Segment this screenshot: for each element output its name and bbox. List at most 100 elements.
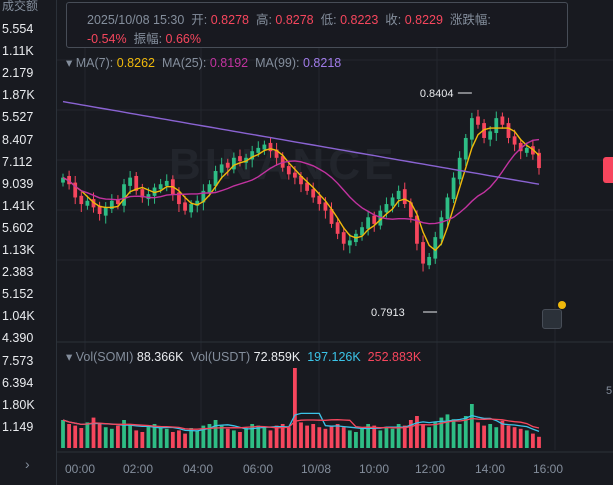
candle-body [396,190,401,200]
candle-body [494,118,499,134]
ma7-label: MA(7): [75,56,114,70]
turnover-value: 1.80K [2,397,35,412]
candle-body [360,227,364,236]
ma25-label: MA(25): [161,56,207,70]
volume-bar [384,427,389,448]
high-annotation: 0.8404 [420,88,454,100]
chart-canvas[interactable]: 0.8404 0.7913 5 00:00 02:00 04:00 06:00 10/08 10… [57,0,613,485]
candle-body [274,149,279,158]
ma99-value: 0.8218 [303,56,342,70]
low-annotation: 0.7913 [371,307,405,319]
candle-body [213,171,218,186]
volume-bar [177,430,181,448]
candle-body [329,209,334,224]
time-axis-label: 06:00 [243,462,273,476]
volume-bar [469,404,474,448]
candle-body [390,197,395,206]
turnover-value: 7.573 [2,353,34,368]
candle-body [427,256,432,266]
volume-bar [335,424,340,448]
volume-bar [286,427,291,448]
volume-bar [225,428,230,448]
turnover-value: 1.149 [2,419,34,434]
volume-bar [158,427,163,448]
volume-bar [341,427,346,448]
candle-body [164,180,169,186]
volume-bar [506,425,511,448]
volume-bar [537,436,541,448]
amplitude-label: 振幅: [133,32,163,46]
candle-body [128,177,133,186]
candle-body [73,182,78,198]
candle-body [79,195,84,205]
current-price-badge [603,157,613,183]
low-value: 0.8223 [340,13,379,27]
volume-bar [372,425,377,448]
candle-body [451,177,456,200]
volume-bar [415,416,419,448]
notification-dot [558,301,566,309]
ma7-value: 0.8262 [116,56,155,70]
candle-body [372,215,377,224]
change-label: 涨跌幅: [449,13,491,27]
candle-body [469,118,474,140]
change-value: -0.54% [87,32,127,46]
turnover-value: 2.179 [2,66,34,81]
ohlc-row-2: -0.54% 振幅: 0.66% [87,28,201,47]
volume-bar [116,425,120,448]
ma99-label: MA(99): [255,56,300,70]
volume-bar [408,420,413,448]
turnover-value: 9.039 [2,176,34,191]
volume-bar [189,428,194,448]
volume-bar [201,425,206,448]
time-axis-label: 02:00 [123,462,153,476]
volume-bar [146,425,151,448]
volume-bar [488,424,493,448]
candle-body [189,204,194,213]
candle-body [463,137,468,160]
candle-body [262,144,267,150]
candle-body [140,189,145,198]
candle-body [311,189,316,198]
candle-body [488,131,493,140]
candle-body [250,151,255,160]
turnover-value: 7.112 [2,154,33,169]
volume-bar [256,425,261,448]
turnover-header: 成交额 [2,0,39,13]
volume-bar [268,430,273,448]
candle-body [238,156,242,162]
volume-bar [524,430,529,448]
volume-bar [433,422,438,448]
volume-bar [463,416,468,448]
candle-body [335,222,340,234]
volume-bar [61,420,65,448]
turnover-value: 5.554 [2,22,34,36]
volume-bar [299,422,303,448]
low-label: 低: [320,13,337,27]
volume-bar [347,430,352,448]
candle-body [158,184,163,190]
ma25-value: 0.8192 [209,56,249,70]
high-value: 0.8278 [275,13,314,27]
volume-bar [323,428,328,448]
turnover-value: 5.152 [2,287,34,302]
volume-bar [73,425,78,448]
volume-bar [402,425,407,448]
volume-bar [152,424,157,448]
kline-chart[interactable]: BINANCE 0.8404 0.7913 5 00:00 02:00 04:00 06:0… [57,0,613,485]
candle-body [476,116,480,125]
volume-bar [531,433,535,448]
volume-bar [67,424,71,448]
volume-bar [262,427,267,448]
ma99-line [62,100,540,185]
volume-bar [244,428,248,448]
volume-bar [79,428,84,448]
indicator-settings-icon[interactable] [542,309,562,329]
time-axis-label: 10:00 [359,462,389,476]
volume-bar [305,425,309,448]
candle-body [85,200,90,206]
candle-body [134,175,139,191]
volume-bar [134,430,139,448]
chevron-right-icon[interactable]: › [25,456,30,472]
open-value: 0.8278 [210,13,249,27]
